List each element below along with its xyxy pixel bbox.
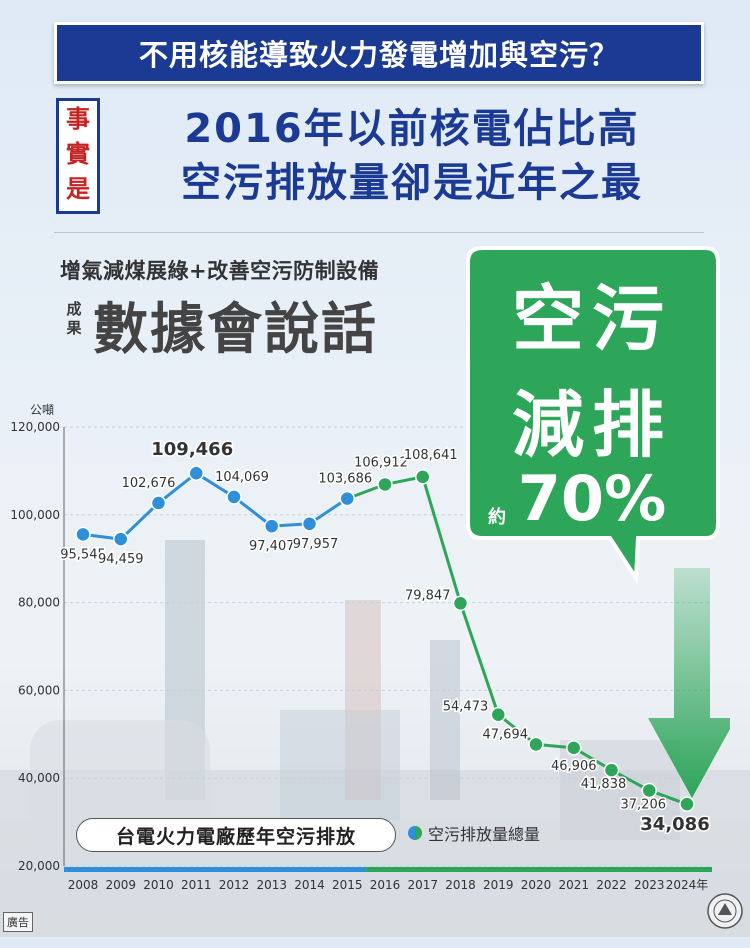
reduction-callout (466, 246, 730, 798)
x-tick-label: 2014 (294, 878, 325, 892)
series-line-segment (459, 602, 500, 716)
divider (54, 232, 704, 233)
data-point (641, 782, 657, 799)
data-label: 103,686 (318, 472, 372, 487)
data-label: 47,694 (483, 727, 529, 742)
series-line-segment (233, 495, 273, 528)
data-label: 34,086 (640, 814, 709, 835)
data-point (226, 489, 242, 505)
ad-label: 廣告 (3, 912, 33, 932)
y-tick-label: 80,000 (18, 596, 60, 610)
callout-percent: 70% (517, 462, 667, 535)
data-label: 37,206 (621, 797, 667, 812)
data-label: 108,641 (404, 448, 458, 463)
x-tick-label: 2021 (558, 878, 589, 892)
data-point (301, 516, 318, 532)
data-label: 97,407 (249, 539, 295, 554)
x-tick-label: 2008 (68, 878, 99, 892)
x-tick-label: 2013 (256, 878, 287, 892)
data-point (113, 531, 129, 547)
fact-tag-char: 實 (66, 140, 90, 168)
series-line-segment (421, 476, 462, 604)
x-tick-label: 2019 (483, 878, 514, 892)
data-point (679, 796, 695, 812)
data-label: 109,466 (151, 439, 233, 460)
y-unit-label: 公噸 (30, 403, 54, 417)
data-label: 54,473 (443, 700, 489, 715)
x-tick-label: 2016 (370, 878, 401, 892)
data-point (490, 706, 506, 723)
data-point (415, 469, 431, 485)
data-point (566, 740, 582, 756)
data-label: 104,069 (215, 470, 269, 485)
data-point (264, 518, 280, 534)
series-line-segment (157, 472, 198, 505)
x-tick-label: 2012 (219, 878, 250, 892)
power-plant-background (0, 540, 750, 937)
y-tick-label: 40,000 (18, 771, 60, 785)
data-point (75, 526, 91, 543)
slogan-small-char: 成 (66, 300, 82, 318)
y-tick-label: 100,000 (10, 508, 60, 522)
callout-line-2: 減排 (511, 383, 672, 467)
x-tick-label: 2018 (445, 878, 476, 892)
headline-line-2: 空污排放量卻是近年之最 (181, 160, 643, 206)
x-tick-label: 2009 (105, 878, 136, 892)
data-label: 97,957 (293, 537, 339, 552)
x-tick-label: 2017 (407, 878, 438, 892)
x-tick-label: 2023 (634, 878, 665, 892)
series-line-segment (119, 501, 160, 541)
government-seal-icon (707, 893, 743, 929)
x-tick-label: 2020 (521, 878, 552, 892)
data-point (188, 465, 204, 481)
x-axis-bar-green (366, 867, 712, 872)
data-label: 106,912 (354, 455, 408, 470)
data-point (528, 736, 544, 753)
x-tick-label: 2015 (332, 878, 363, 892)
legend-swatch (408, 826, 422, 840)
fact-tag: 事 實 是 (56, 98, 100, 214)
fact-tag-char: 事 (66, 105, 90, 133)
arrow-shaft (648, 568, 730, 798)
data-label: 95,545 (60, 547, 106, 562)
data-label: 46,906 (551, 759, 597, 774)
x-axis-bar-blue (64, 867, 367, 872)
legend-label: 空污排放量總量 (428, 825, 541, 844)
callout-bubble (466, 246, 720, 585)
y-tick-label: 120,000 (10, 420, 60, 434)
data-point (150, 495, 167, 511)
data-point (339, 490, 355, 507)
fact-tag-char: 是 (66, 175, 90, 203)
slogan-small-chars: 成 果 (61, 300, 87, 338)
callout-prefix: 約 (488, 507, 506, 528)
y-tick-label: 60,000 (18, 683, 60, 697)
data-label: 79,847 (405, 588, 451, 603)
chart-legend: 空污排放量總量 (408, 821, 540, 845)
callout-line-1: 空污 (511, 277, 672, 361)
y-tick-label: 20,000 (18, 859, 60, 873)
x-tick-label: 2022 (596, 878, 627, 892)
data-point (452, 595, 469, 612)
x-tick-label: 2011 (181, 878, 212, 892)
slogan-small-char: 果 (66, 319, 82, 337)
data-label: 102,676 (122, 476, 176, 491)
data-point (377, 476, 393, 493)
data-label: 41,838 (581, 777, 627, 792)
question-banner: 不用核能導致火力發電增加與空污？ (54, 22, 704, 84)
slogan-subtitle: 增氣減煤展綠+改善空污防制設備 (60, 259, 380, 283)
x-tick-label: 2010 (143, 878, 174, 892)
chart-title: 台電火力電廠歷年空污排放 (76, 818, 396, 852)
slogan-big: 數據會說話 (93, 297, 379, 361)
series-line-segment (497, 713, 537, 746)
x-tick-label: 2024年 (666, 878, 709, 892)
data-point (603, 762, 620, 778)
data-label: 94,459 (98, 552, 144, 567)
headline-line-1: 2016年以前核電佔比高 (184, 106, 640, 152)
